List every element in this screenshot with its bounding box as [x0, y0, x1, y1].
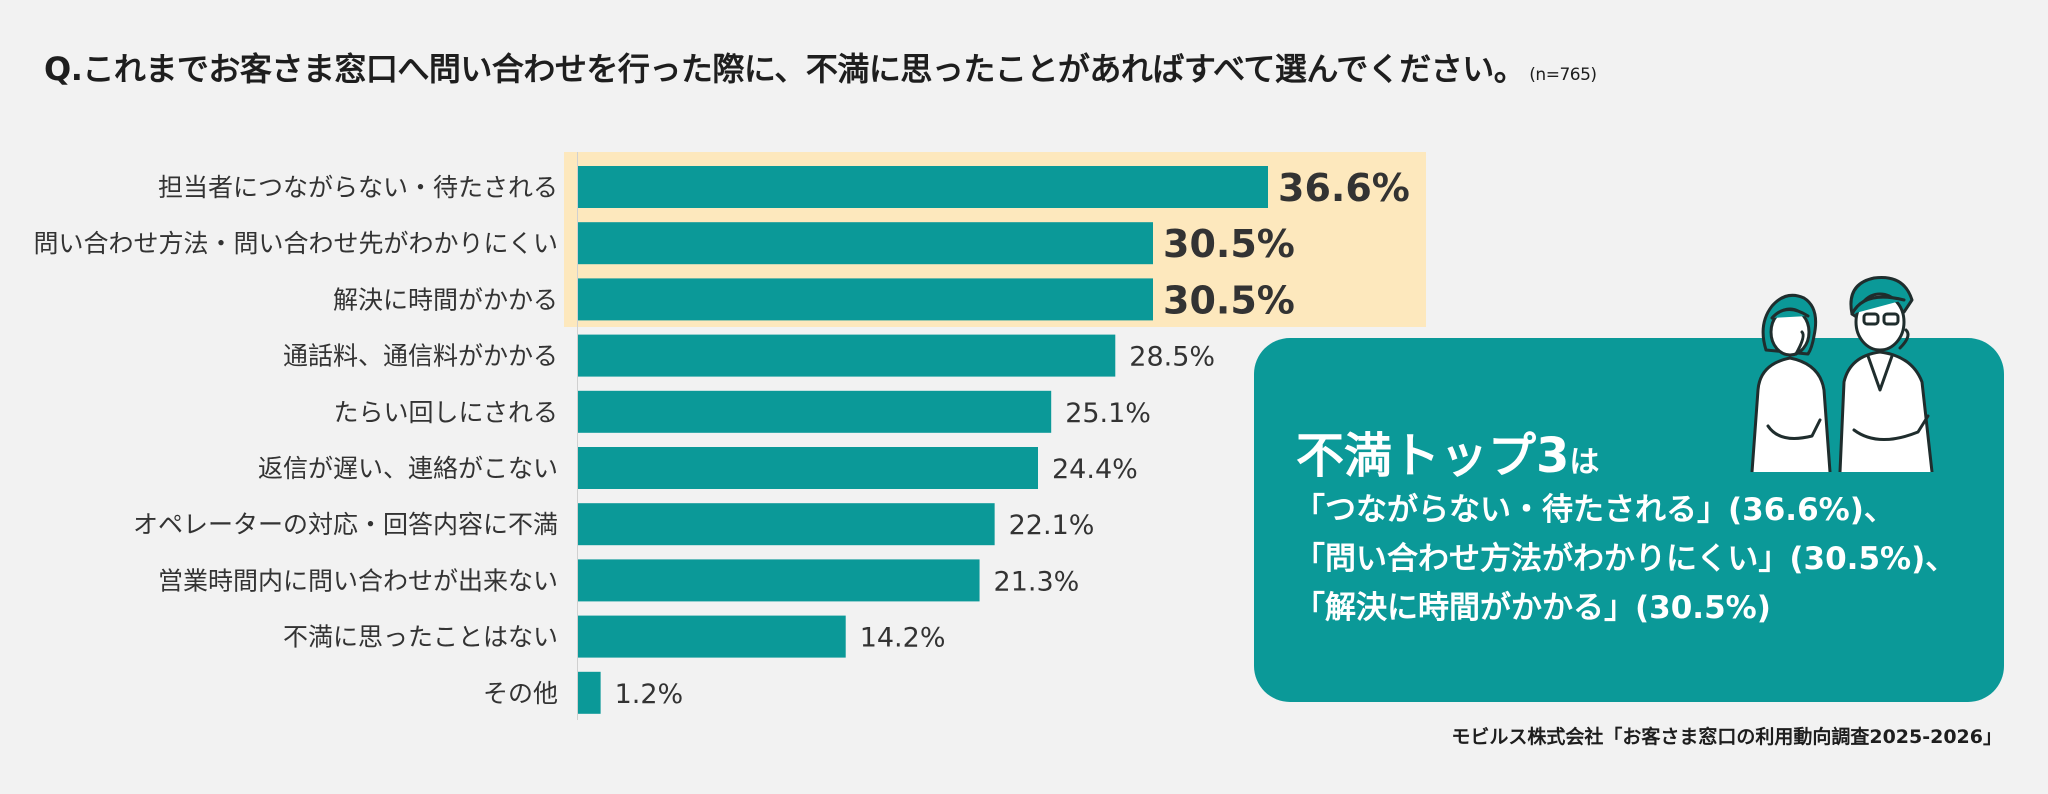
category-label: その他	[483, 679, 558, 708]
bar	[578, 222, 1153, 265]
bar	[578, 615, 846, 658]
sample-size: (n=765)	[1529, 65, 1597, 85]
bar	[578, 334, 1116, 377]
callout-heading-suffix: は	[1569, 445, 1600, 480]
value-label: 1.2%	[615, 679, 684, 710]
bar	[578, 671, 601, 714]
callout-line-1: 「つながらない・待たされる」(36.6%)、	[1294, 492, 1895, 528]
summary-callout: 不満トップ3は 「つながらない・待たされる」(36.6%)、 「問い合わせ方法が…	[1254, 338, 2004, 702]
callout-heading: 不満トップ3は	[1296, 416, 1599, 486]
title-text: Q.これまでお客さま窓口へ問い合わせを行った際に、不満に思ったことがあればすべて…	[44, 50, 1526, 88]
category-label: たらい回しにされる	[333, 398, 558, 427]
callout-line-3: 「解決に時間がかかる」(30.5%)	[1294, 590, 1771, 626]
category-label: 不満に思ったことはない	[283, 623, 558, 652]
value-label: 24.4%	[1052, 454, 1138, 485]
value-label: 36.6%	[1278, 166, 1410, 210]
callout-body: 「つながらない・待たされる」(36.6%)、 「問い合わせ方法がわかりにくい」(…	[1294, 486, 1956, 633]
value-label: 22.1%	[1009, 510, 1095, 541]
category-label: 担当者につながらない・待たされる	[158, 173, 558, 202]
source-note: モビルス株式会社「お客さま窓口の利用動向調査2025-2026」	[1451, 726, 2002, 748]
callout-heading-text: 不満トップ3	[1296, 428, 1570, 484]
category-label: 営業時間内に問い合わせが出来ない	[158, 566, 558, 595]
category-label: 通話料、通信料がかかる	[283, 342, 558, 371]
category-label: 問い合わせ方法・問い合わせ先がわかりにくい	[33, 229, 558, 258]
chart-title: Q.これまでお客さま窓口へ問い合わせを行った際に、不満に思ったことがあればすべて…	[44, 44, 1597, 90]
value-label: 30.5%	[1163, 278, 1295, 322]
value-label: 30.5%	[1163, 222, 1295, 266]
value-label: 14.2%	[860, 623, 946, 654]
category-label: 解決に時間がかかる	[333, 285, 558, 314]
bar	[578, 447, 1038, 489]
value-label: 25.1%	[1065, 398, 1151, 429]
category-label: 返信が遅い、連絡がこない	[258, 454, 558, 483]
bar	[578, 503, 995, 546]
bar	[578, 559, 980, 602]
value-label: 28.5%	[1129, 342, 1215, 373]
two-people-thinking-icon	[1750, 275, 1934, 472]
bar	[578, 166, 1268, 208]
bar	[578, 390, 1052, 433]
category-label: オペレーターの対応・回答内容に不満	[133, 510, 558, 539]
value-label: 21.3%	[994, 566, 1080, 597]
bar	[578, 278, 1153, 321]
callout-line-2: 「問い合わせ方法がわかりにくい」(30.5%)、	[1294, 541, 1957, 577]
